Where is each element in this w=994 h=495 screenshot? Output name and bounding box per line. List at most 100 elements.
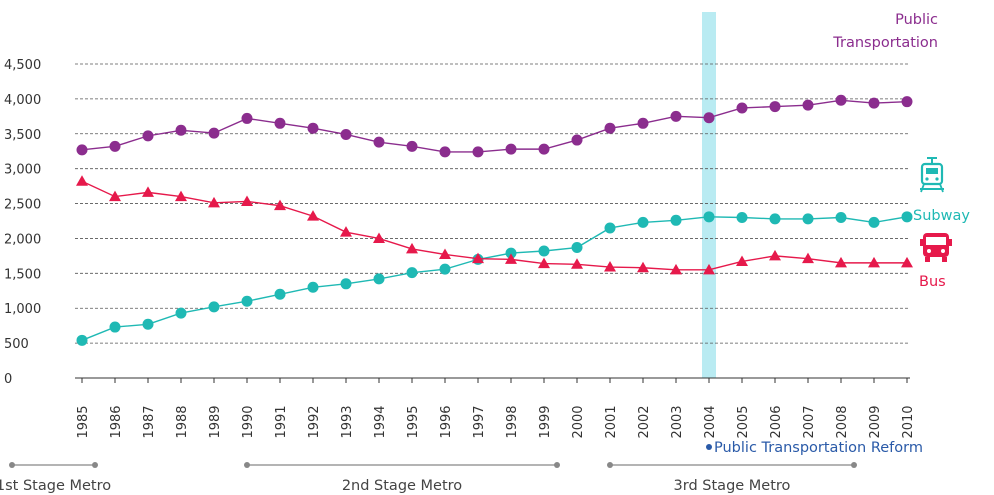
public-transportation-point — [538, 143, 550, 155]
public-transportation-label: Public — [895, 12, 938, 28]
x-tick-label: 1996 — [439, 405, 454, 438]
subway-point — [835, 212, 847, 224]
bus-line — [81, 180, 907, 271]
bus-point — [406, 242, 418, 254]
bus-point — [274, 199, 286, 211]
public-transportation-point — [835, 94, 847, 106]
x-tick-label: 2001 — [604, 405, 619, 438]
stage-end-point — [851, 462, 857, 468]
public-transportation-point — [868, 97, 880, 109]
bus-point — [802, 252, 814, 264]
bus-label: Bus — [919, 274, 946, 290]
y-tick-label: 0 — [4, 372, 12, 387]
public-transportation-point — [505, 143, 517, 155]
x-tick-label: 1990 — [241, 405, 256, 438]
reform-label: Public Transportation Reform — [714, 440, 923, 456]
y-tick-label: 3,000 — [4, 163, 41, 178]
y-tick-label: 2,500 — [4, 198, 41, 213]
subway-label: Subway — [913, 208, 970, 224]
public-transportation-point — [175, 124, 187, 136]
public-transportation-point — [670, 110, 682, 122]
bus-point — [637, 261, 649, 273]
public-transportation-point — [142, 130, 154, 142]
public-transportation-point — [439, 146, 451, 158]
subway-point — [505, 247, 517, 259]
x-tick-label: 1995 — [406, 405, 421, 438]
highlight-band — [702, 12, 716, 378]
public-transportation-point — [76, 144, 88, 156]
x-tick-label: 2002 — [637, 405, 652, 438]
subway-point — [439, 263, 451, 275]
x-tick-label: 1988 — [175, 405, 190, 438]
x-tick-label: 1994 — [373, 405, 388, 438]
public-transportation-point — [274, 117, 286, 129]
subway-point — [76, 334, 88, 346]
y-tick-label: 1,500 — [4, 267, 41, 282]
y-tick-label: 3,500 — [4, 128, 41, 143]
stage-label: 2nd Stage Metro — [342, 478, 462, 494]
y-tick-label: 4,500 — [4, 58, 41, 73]
stage-timeline: 1st Stage Metro — [0, 462, 111, 494]
stage-timeline: 2nd Stage Metro — [244, 462, 560, 494]
x-tick-label: 2008 — [835, 405, 850, 438]
subway-point — [175, 307, 187, 319]
bus-point — [307, 210, 319, 221]
bus-point — [142, 186, 154, 197]
bus-point — [241, 195, 253, 206]
bus-point — [670, 263, 682, 275]
bus-point — [835, 256, 847, 268]
bus-point — [505, 253, 517, 264]
subway-line — [81, 216, 908, 341]
x-tick-label: 1986 — [109, 405, 124, 438]
subway-point — [538, 245, 550, 257]
subway-point — [274, 288, 286, 300]
public-transportation-point — [208, 127, 220, 139]
x-tick-label: 1998 — [505, 405, 520, 438]
stage-start-point — [607, 462, 613, 468]
bus-point — [703, 263, 715, 275]
bus-point — [208, 196, 220, 208]
subway-point — [406, 267, 418, 279]
subway-point — [571, 242, 583, 254]
subway-point — [637, 216, 649, 228]
public-transportation-line — [81, 99, 908, 153]
y-tick-label: 500 — [4, 337, 29, 352]
subway-point — [241, 295, 253, 307]
public-transportation-label: Transportation — [832, 35, 938, 51]
public-transportation-point — [604, 122, 616, 134]
x-tick-label: 1993 — [340, 405, 355, 438]
bus-point — [769, 249, 781, 261]
x-tick-label: 2006 — [769, 405, 784, 438]
public-transportation-point — [406, 140, 418, 152]
bus-point — [340, 226, 352, 237]
public-transportation-point — [901, 96, 913, 108]
subway-point — [307, 281, 319, 293]
x-tick-label: 1991 — [274, 405, 289, 438]
bus-point — [472, 252, 484, 264]
subway-point — [142, 318, 154, 330]
stage-end-point — [92, 462, 98, 468]
subway-point — [340, 278, 352, 290]
stage-label: 1st Stage Metro — [0, 478, 111, 494]
public-transportation-point — [769, 101, 781, 113]
stage-timeline: 3rd Stage Metro — [607, 462, 857, 494]
bus-point — [571, 258, 583, 269]
x-tick-label: 2000 — [571, 405, 586, 438]
x-tick-label: 1985 — [76, 405, 91, 438]
stage-end-point — [554, 462, 560, 468]
subway-point — [769, 213, 781, 225]
stage-start-point — [9, 462, 15, 468]
bus-point — [736, 255, 748, 266]
subway-point — [901, 211, 913, 223]
stage-label: 3rd Stage Metro — [674, 478, 791, 494]
bus-point — [538, 257, 550, 269]
public-transportation-point — [241, 112, 253, 124]
y-tick-label: 2,000 — [4, 232, 41, 247]
subway-point — [802, 213, 814, 225]
bus-point — [868, 256, 880, 268]
public-transportation-point — [703, 112, 715, 124]
public-transportation-point — [736, 102, 748, 114]
x-tick-label: 2005 — [736, 405, 751, 438]
subway-point — [868, 216, 880, 228]
public-transportation-point — [373, 136, 385, 148]
